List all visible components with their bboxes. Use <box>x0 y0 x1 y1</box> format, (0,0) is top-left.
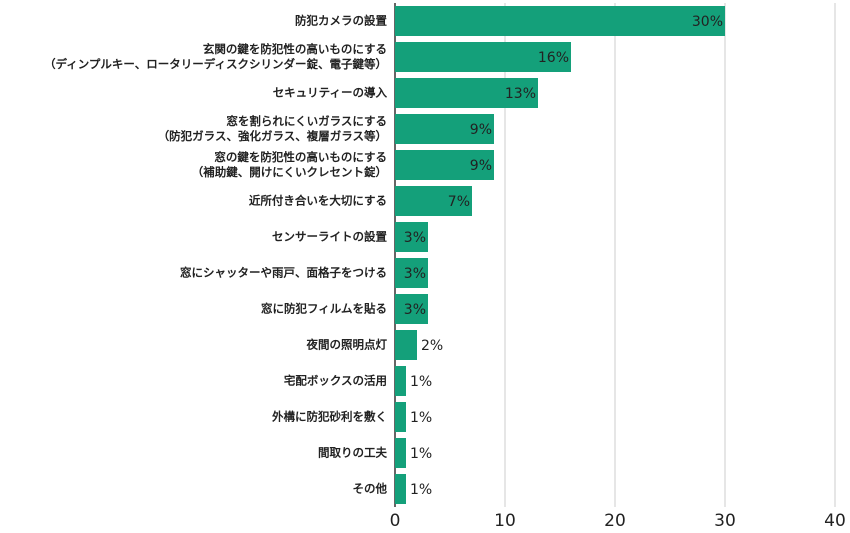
value-label: 30% <box>692 14 723 30</box>
category-label: 外構に防犯砂利を敷く <box>272 409 387 424</box>
bar <box>395 402 406 432</box>
category-label: その他 <box>352 481 388 496</box>
bar <box>395 150 494 180</box>
x-tick-label: 0 <box>390 511 401 531</box>
category-label: 窓にシャッターや雨戸、面格子をつける <box>180 265 387 280</box>
category-label: センサーライトの設置 <box>272 229 387 244</box>
bar <box>395 294 428 324</box>
value-label: 16% <box>538 50 569 66</box>
bar <box>395 330 417 360</box>
category-label: 宅配ボックスの活用 <box>283 373 387 388</box>
value-label: 2% <box>421 338 443 354</box>
value-label: 1% <box>410 374 432 390</box>
category-label: 近所付き合いを大切にする <box>248 193 387 208</box>
bar <box>395 42 571 72</box>
bar <box>395 366 406 396</box>
value-label: 7% <box>448 194 470 210</box>
bar <box>395 222 428 252</box>
bar <box>395 474 406 504</box>
value-label: 3% <box>404 266 426 282</box>
value-label: 1% <box>410 482 432 498</box>
category-label: 窓を割られにくいガラスにする （防犯ガラス、強化ガラス、複層ガラス等） <box>157 114 387 143</box>
bar <box>395 258 428 288</box>
category-label: 夜間の照明点灯 <box>306 337 388 352</box>
category-label: セキュリティーの導入 <box>272 85 387 100</box>
category-label: 間取りの工夫 <box>318 445 387 460</box>
value-label: 9% <box>470 122 492 138</box>
x-tick-label: 30 <box>714 511 736 531</box>
bar <box>395 114 494 144</box>
bar <box>395 78 538 108</box>
value-label: 3% <box>404 230 426 246</box>
x-tick-label: 40 <box>824 511 846 531</box>
bar <box>395 186 472 216</box>
x-tick-label: 20 <box>604 511 626 531</box>
category-label: 窓に防犯フィルムを貼る <box>260 301 387 316</box>
category-label: 防犯カメラの設置 <box>295 13 387 28</box>
bar <box>395 438 406 468</box>
category-label: 玄関の鍵を防犯性の高いものにする （ディンプルキー、ロータリーディスクシリンダー… <box>44 42 387 71</box>
x-tick-label: 10 <box>494 511 516 531</box>
category-label: 窓の鍵を防犯性の高いものにする （補助鍵、開けにくいクレセント錠） <box>191 150 387 179</box>
value-label: 13% <box>505 86 536 102</box>
value-label: 1% <box>410 446 432 462</box>
value-label: 1% <box>410 410 432 426</box>
bar <box>395 6 725 36</box>
value-label: 9% <box>470 158 492 174</box>
value-label: 3% <box>404 302 426 318</box>
